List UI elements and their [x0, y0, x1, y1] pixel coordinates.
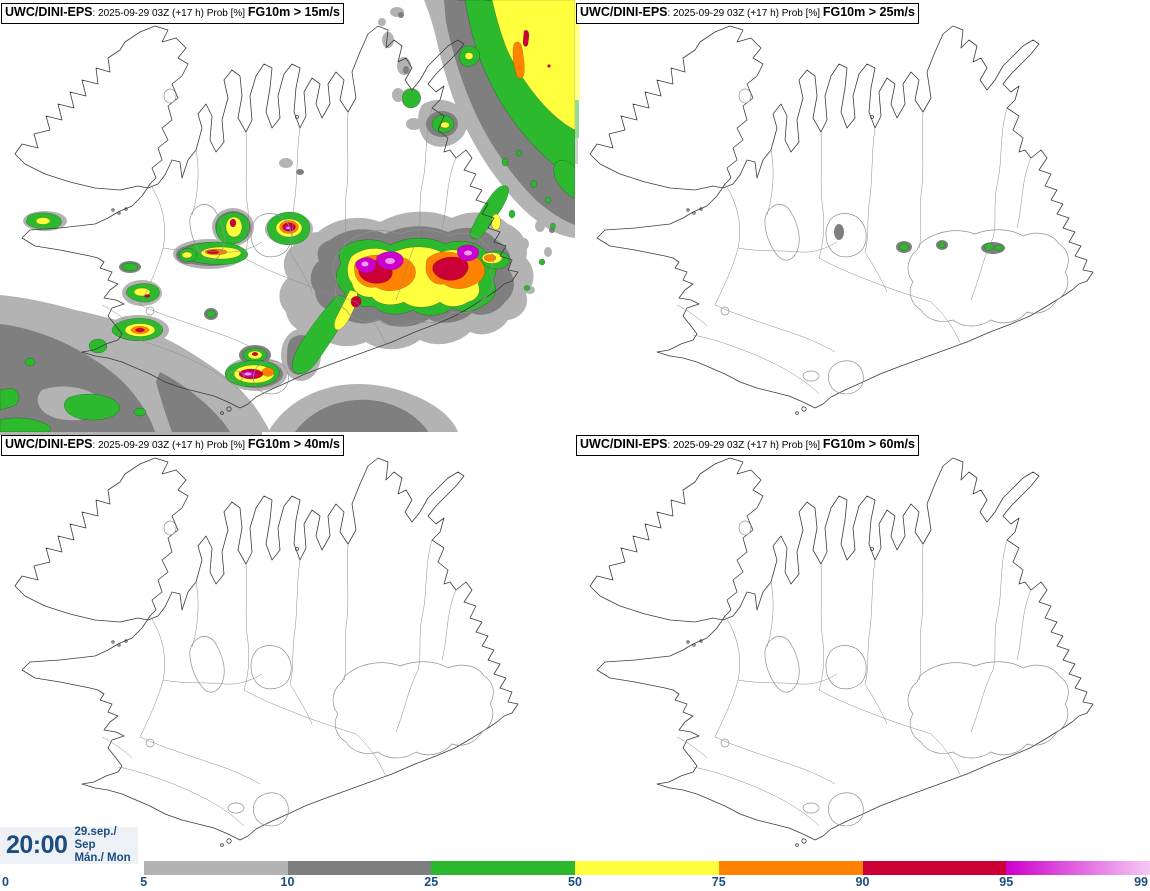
- panel-title-fg60: UWC/DINI-EPS: 2025-09-29 03Z (+17 h) Pro…: [576, 435, 919, 456]
- map-panel-fg25: UWC/DINI-EPS: 2025-09-29 03Z (+17 h) Pro…: [575, 0, 1150, 432]
- probability-field-fg15: [0, 0, 575, 432]
- panel-title-fg40: UWC/DINI-EPS: 2025-09-29 03Z (+17 h) Pro…: [1, 435, 344, 456]
- model-name: UWC/DINI-EPS: [5, 5, 93, 19]
- legend-segment-50-75: [575, 861, 719, 875]
- legend-tick-95: 95: [999, 875, 1014, 889]
- panel-title-fg25: UWC/DINI-EPS: 2025-09-29 03Z (+17 h) Pro…: [576, 3, 919, 24]
- legend-segment-25-50: [431, 861, 575, 875]
- legend-segment-95-99: [1006, 861, 1150, 875]
- valid-time-box: 20:00 29.sep./ Sep Mán./ Mon: [0, 826, 138, 866]
- run-info: : 2025-09-29 03Z (+17 h) Prob [%]: [667, 8, 823, 19]
- valid-day-line: Mán./ Mon: [74, 852, 131, 865]
- iceland-map-canvas: [0, 432, 519, 847]
- threshold-label: FG10m > 25m/s: [822, 5, 915, 19]
- probability-colorbar: [143, 861, 1150, 875]
- model-name: UWC/DINI-EPS: [580, 437, 668, 451]
- legend-segment-75-90: [718, 861, 863, 875]
- run-info: : 2025-09-29 03Z (+17 h) Prob [%]: [92, 440, 248, 451]
- iceland-map-canvas: [0, 0, 575, 432]
- map-panel-fg40: UWC/DINI-EPS: 2025-09-29 03Z (+17 h) Pro…: [0, 432, 575, 864]
- iceland-map-canvas: [589, 437, 1094, 847]
- run-info: : 2025-09-29 03Z (+17 h) Prob [%]: [92, 8, 248, 19]
- legend-segment-90-95: [862, 861, 1007, 875]
- legend-tick-50: 50: [568, 875, 582, 889]
- legend-segment-10-25: [287, 861, 432, 875]
- run-info: : 2025-09-29 03Z (+17 h) Prob [%]: [667, 440, 823, 451]
- valid-date: 29.sep./ Sep Mán./ Mon: [74, 826, 138, 866]
- probability-field-fg40: [0, 432, 262, 435]
- threshold-label: FG10m > 40m/s: [247, 437, 340, 451]
- valid-date-line: 29.sep./ Sep: [74, 825, 117, 851]
- threshold-label: FG10m > 15m/s: [247, 5, 340, 19]
- legend-tick-25: 25: [424, 875, 439, 889]
- legend-tick-90: 90: [855, 875, 870, 889]
- valid-time: 20:00: [6, 831, 68, 859]
- map-panel-fg60: UWC/DINI-EPS: 2025-09-29 03Z (+17 h) Pro…: [575, 432, 1150, 864]
- threshold-label: FG10m > 60m/s: [822, 437, 915, 451]
- legend-tick-75: 75: [711, 875, 726, 889]
- model-name: UWC/DINI-EPS: [5, 437, 93, 451]
- legend-tick-0: 0: [2, 875, 9, 889]
- iceland-map-canvas: [575, 5, 1094, 415]
- legend-tick-99: 99: [1134, 875, 1148, 889]
- legend-segment-5-10: [143, 861, 288, 875]
- model-name: UWC/DINI-EPS: [580, 5, 668, 19]
- probability-field-fg25: [575, 6, 1005, 254]
- layer-pink: [244, 226, 472, 376]
- map-panel-fg15: UWC/DINI-EPS: 2025-09-29 03Z (+17 h) Pro…: [0, 0, 575, 432]
- legend-tick-5: 5: [140, 875, 148, 889]
- legend-tick-10: 10: [280, 875, 295, 889]
- panel-title-fg15: UWC/DINI-EPS: 2025-09-29 03Z (+17 h) Pro…: [1, 3, 344, 24]
- colorbar-tick-labels: 0 5 10 25 50 75 90 95 99: [0, 875, 1150, 891]
